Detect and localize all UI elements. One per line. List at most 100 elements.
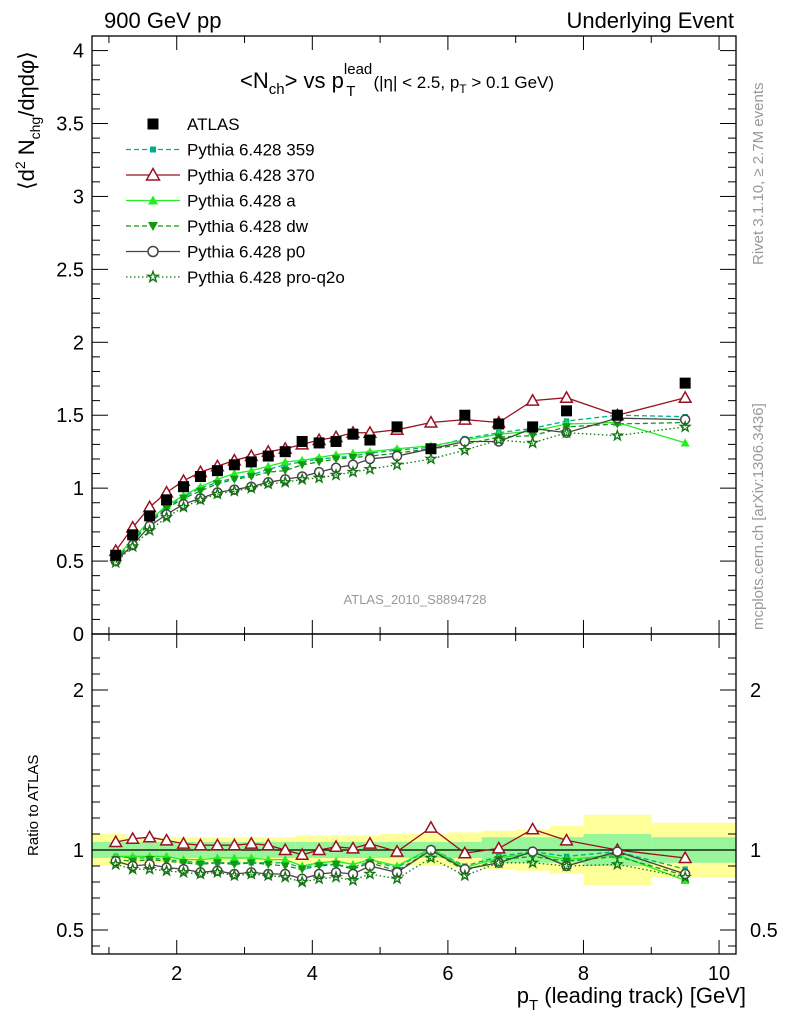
legend-marker-proq2o (145, 269, 161, 284)
x-tick-label: 2 (171, 963, 182, 985)
data-point-atlas (459, 409, 471, 421)
data-point-dw (162, 504, 172, 514)
ratio-y-axis-label: Ratio to ATLAS (25, 755, 42, 856)
header-right: Underlying Event (566, 8, 734, 33)
data-point-atlas (493, 418, 505, 430)
ylabel-sup: 2 (12, 161, 28, 169)
header-left: 900 GeV pp (104, 8, 221, 33)
title-main: <N (240, 68, 269, 93)
ratio-point-p370 (261, 837, 276, 851)
ratio-point-p370 (278, 842, 293, 856)
data-point-proq2o (295, 472, 309, 486)
ratio-point-proq2o (295, 874, 309, 888)
data-point-atlas (364, 434, 376, 446)
ratio-point-dw (212, 859, 222, 868)
ratio-point-proq2o (492, 855, 506, 869)
ratio-point-p370 (159, 833, 174, 846)
ratio-point-a (280, 855, 290, 864)
data-point-atlas (527, 421, 539, 433)
rivet-label: Rivet 3.1.10, ≥ 2.7M events (750, 83, 767, 266)
ratio-point-p0 (527, 846, 538, 857)
data-point-proq2o (109, 555, 123, 569)
title-condsub: T (459, 82, 467, 96)
ratio-point-p370 (193, 837, 208, 851)
data-point-atlas (211, 465, 223, 477)
legend-label: Pythia 6.428 a (187, 192, 296, 211)
ratio-point-p370 (457, 845, 472, 859)
data-point-atlas (178, 481, 190, 493)
legend-label: Pythia 6.428 dw (187, 217, 309, 236)
data-point-proq2o (126, 539, 140, 553)
data-point-a (680, 438, 690, 447)
data-point-proq2o (678, 419, 692, 433)
data-point-p0 (347, 459, 359, 471)
data-point-proq2o (227, 484, 242, 497)
ratio-panel-frame (91, 633, 737, 955)
data-point-p370 (423, 415, 439, 428)
data-point-p370 (559, 390, 574, 403)
data-point-atlas (228, 459, 240, 471)
data-point-proq2o (312, 470, 326, 484)
title-sub2: T (346, 83, 355, 100)
data-point-atlas (561, 405, 573, 417)
ratio-point-proq2o (329, 870, 343, 883)
main-panel-axes: 0 0.5 1 1.5 2 2.5 3 3.5 4 (56, 36, 736, 646)
xlabel-p2: (leading track) [GeV] (538, 983, 746, 1008)
title-cond: (|η| < 2.5, p (373, 73, 459, 92)
ratio-point-proq2o (559, 858, 574, 872)
ratio-point-proq2o (458, 868, 472, 882)
ylabel-p3: /dηdφ⟩ (14, 51, 39, 117)
ratio-point-proq2o (244, 866, 258, 880)
data-point-proq2o (142, 523, 157, 537)
ratio-point-p370 (176, 836, 191, 849)
ylabel-p1: ⟨d (14, 169, 39, 190)
legend-label: Pythia 6.428 359 (187, 141, 315, 160)
data-point-p370 (678, 390, 693, 403)
data-point-p0 (679, 414, 691, 425)
legend-marker-a (148, 195, 158, 205)
legend-marker-p0 (147, 245, 159, 258)
y-tick-label: 2.5 (56, 259, 84, 281)
data-point-proq2o (210, 486, 225, 500)
legend-marker-dw (148, 222, 158, 231)
title-sup: lead (344, 61, 372, 78)
data-point-atlas (194, 470, 206, 482)
ratio-point-proq2o (210, 865, 225, 879)
ratio-point-p370 (295, 847, 310, 861)
data-point-atlas (313, 437, 325, 449)
data-point-dw (314, 458, 324, 467)
data-point-dw (297, 461, 307, 470)
data-point-proq2o (559, 425, 574, 439)
ratio-point-proq2o (176, 865, 191, 879)
ratio-point-proq2o (227, 868, 242, 882)
ratio-point-dw (263, 860, 273, 869)
data-point-dw (246, 472, 256, 481)
ratio-point-dw (280, 862, 290, 871)
ratio-point-dw (195, 860, 205, 869)
data-point-dw (280, 467, 290, 476)
data-point-atlas (330, 435, 342, 447)
data-point-atlas (161, 494, 173, 506)
ylabel-sub: chg (27, 117, 43, 140)
ratio-point-p370 (227, 837, 242, 851)
ratio-point-p370 (328, 839, 344, 853)
xlabel-p1: p (517, 983, 529, 1008)
ratio-point-proq2o (142, 862, 157, 875)
xlabel-sub: T (529, 997, 538, 1014)
title-mid: > vs p (285, 68, 344, 93)
y-tick-label: 4 (73, 41, 84, 63)
ratio-point-p370 (108, 834, 123, 848)
title-sub1: ch (269, 81, 285, 98)
legend-marker-p370 (145, 166, 161, 181)
data-point-proq2o (458, 443, 472, 456)
ratio-point-proq2o (610, 857, 625, 871)
x-tick-label: 6 (442, 963, 453, 985)
data-point-p370 (525, 393, 540, 406)
ratio-point-proq2o (109, 857, 123, 871)
data-point-proq2o (610, 428, 625, 442)
y-axis-label: ⟨d2 Nchg/dηdφ⟩ (12, 51, 43, 190)
title-condend: > 0.1 GeV) (467, 73, 554, 92)
ratio-point-p0 (612, 846, 623, 857)
legend-label: Pythia 6.428 p0 (187, 243, 305, 262)
data-point-proq2o (424, 451, 438, 465)
